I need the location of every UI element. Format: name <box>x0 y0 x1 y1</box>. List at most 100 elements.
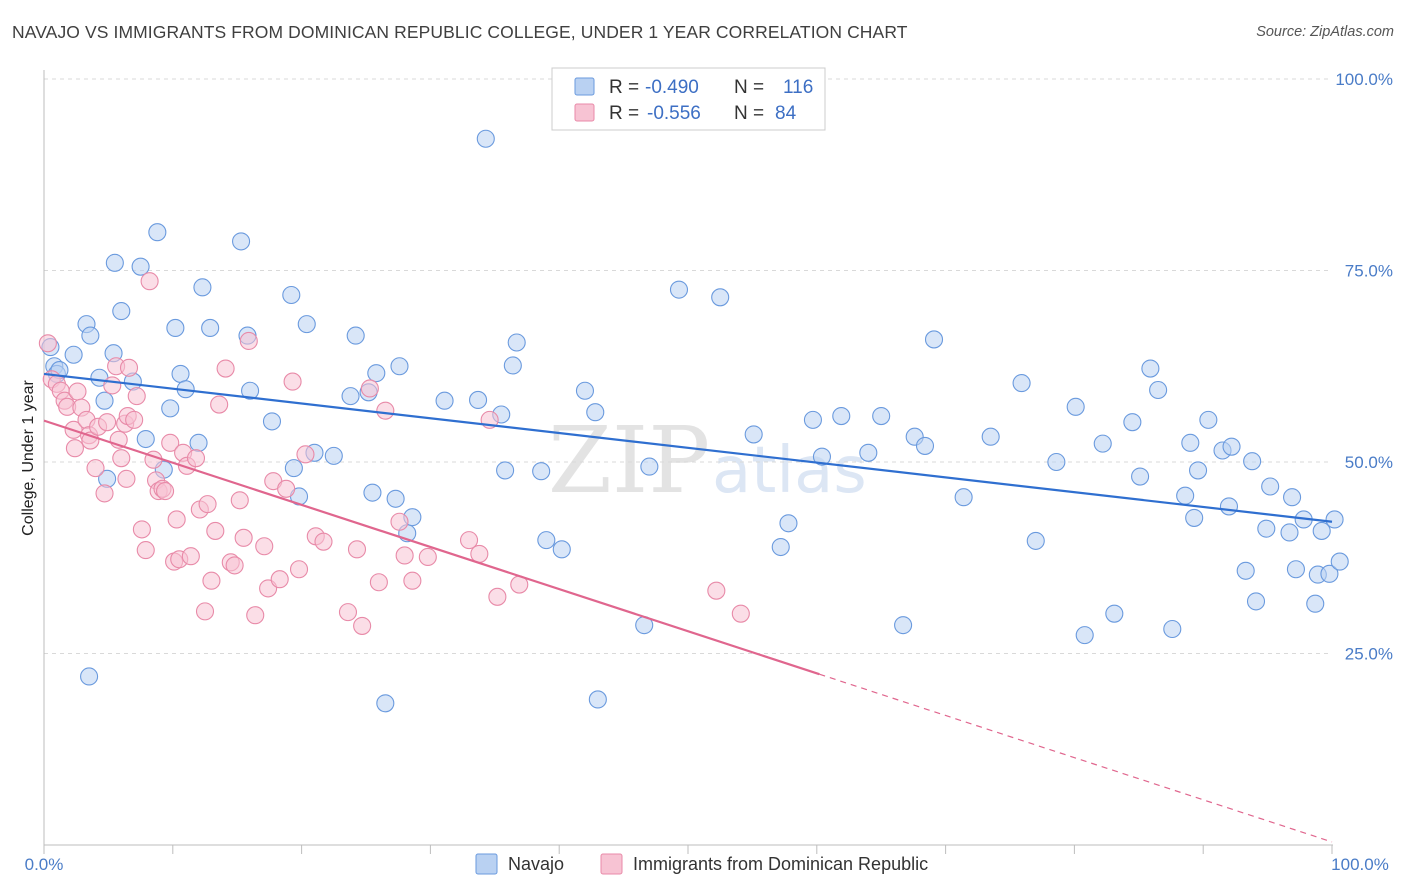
navajo-point-34 <box>324 446 343 465</box>
navajo-point-93 <box>1222 437 1241 456</box>
legend-n-value-navajo: 116 <box>783 77 813 98</box>
dominican-point-73 <box>395 546 414 565</box>
dominican-point-8 <box>68 382 87 401</box>
dominican-point-62 <box>289 560 309 579</box>
legend-n-value-dominican: 84 <box>775 103 797 124</box>
dominican-trendline-extension <box>819 673 1333 843</box>
watermark-zip: ZIP <box>548 407 710 514</box>
navajo-point-94 <box>1236 561 1255 580</box>
navajo-point-100 <box>1283 488 1302 507</box>
dominican-point-44 <box>195 602 215 621</box>
navajo-point-51 <box>532 462 551 481</box>
dominican-point-65 <box>314 532 333 551</box>
navajo-point-78 <box>1075 626 1094 645</box>
navajo-point-68 <box>894 616 913 635</box>
navajo-point-73 <box>981 427 1000 446</box>
dominican-point-75 <box>418 547 437 567</box>
watermark-atlas: atlas <box>712 434 867 508</box>
navajo-point-61 <box>771 537 790 557</box>
navajo-point-25 <box>232 232 251 251</box>
navajo-point-106 <box>1320 564 1339 583</box>
dominican-point-35 <box>161 433 180 452</box>
navajo-point-64 <box>812 447 832 466</box>
navajo-point-81 <box>1123 413 1142 432</box>
dominican-point-61 <box>283 372 302 391</box>
y-tick-label-75: 75.0% <box>1345 262 1393 281</box>
dominican-point-52 <box>230 491 249 510</box>
navajo-point-84 <box>1149 380 1168 400</box>
dominican-point-55 <box>246 606 265 625</box>
navajo-point-82 <box>1131 467 1150 486</box>
dominican-point-17 <box>103 376 122 395</box>
navajo-point-96 <box>1246 592 1266 611</box>
dominican-point-37 <box>167 510 186 529</box>
navajo-point-29 <box>282 285 301 305</box>
navajo-point-28 <box>262 412 282 431</box>
navajo-point-72 <box>954 488 973 507</box>
dominican-point-0 <box>38 334 57 353</box>
navajo-point-22 <box>189 433 208 452</box>
navajo-point-99 <box>1280 523 1299 542</box>
dominican-point-48 <box>210 395 229 414</box>
dominican-point-54 <box>239 331 258 351</box>
navajo-point-65 <box>832 406 851 426</box>
navajo-point-107 <box>1325 510 1344 529</box>
dominican-trendline <box>43 419 820 676</box>
navajo-point-20 <box>171 364 190 383</box>
dominican-point-25 <box>125 410 144 429</box>
dominican-point-76 <box>459 531 479 550</box>
navajo-point-111 <box>588 690 607 709</box>
navajo-point-74 <box>1012 374 1031 393</box>
dominican-point-71 <box>376 401 395 420</box>
navajo-point-101 <box>1286 560 1305 579</box>
navajo-point-48 <box>496 461 515 480</box>
legend-r-value-navajo: -0.490 <box>645 77 699 98</box>
dominican-point-68 <box>353 616 372 635</box>
dominican-point-82 <box>731 604 750 623</box>
navajo-point-90 <box>1199 410 1218 429</box>
dominican-point-51 <box>225 556 244 575</box>
navajo-point-40 <box>386 489 405 508</box>
legend-r-label-navajo: R = <box>609 77 639 98</box>
navajo-point-87 <box>1181 433 1200 452</box>
y-axis-title: College, Under 1 year <box>20 380 37 536</box>
navajo-point-63 <box>803 410 822 429</box>
navajo-point-52 <box>537 531 556 550</box>
navajo-point-97 <box>1257 519 1276 538</box>
navajo-point-98 <box>1261 477 1280 496</box>
navajo-point-18 <box>161 399 180 418</box>
navajo-point-67 <box>872 406 891 426</box>
navajo-point-50 <box>507 333 526 352</box>
x-ticks <box>43 845 1333 854</box>
navajo-point-12 <box>112 302 131 321</box>
y-tick-labels: 25.0% 50.0% 75.0% 100.0% <box>1335 70 1393 664</box>
dominican-point-26 <box>127 387 146 406</box>
navajo-point-70 <box>915 436 935 455</box>
dominican-point-77 <box>470 544 489 563</box>
navajo-point-76 <box>1047 452 1066 472</box>
dominican-point-79 <box>488 587 507 606</box>
legend-r-label-dominican: R = <box>609 103 639 124</box>
navajo-point-27 <box>241 381 260 400</box>
dominican-point-70 <box>369 573 388 592</box>
dominican-point-20 <box>112 449 131 468</box>
bottom-legend-label-navajo: Navajo <box>508 854 564 874</box>
legend-swatch-dominican <box>574 103 595 122</box>
y-tick-label-100: 100.0% <box>1335 70 1393 89</box>
navajo-point-62 <box>779 514 798 533</box>
y-tick-label-50: 50.0% <box>1345 453 1393 472</box>
navajo-point-15 <box>136 429 155 449</box>
navajo-point-46 <box>476 129 495 148</box>
navajo-point-59 <box>711 288 730 307</box>
navajo-point-19 <box>166 318 185 338</box>
navajo-point-4 <box>64 345 83 364</box>
navajo-point-39 <box>367 364 386 383</box>
navajo-point-32 <box>297 315 316 334</box>
dominican-point-63 <box>296 445 315 464</box>
navajo-point-92 <box>1219 497 1239 516</box>
navajo-point-71 <box>924 330 944 349</box>
legend-n-label-dominican: N = <box>734 103 764 124</box>
dominican-point-53 <box>234 528 253 547</box>
navajo-point-53 <box>552 540 571 559</box>
